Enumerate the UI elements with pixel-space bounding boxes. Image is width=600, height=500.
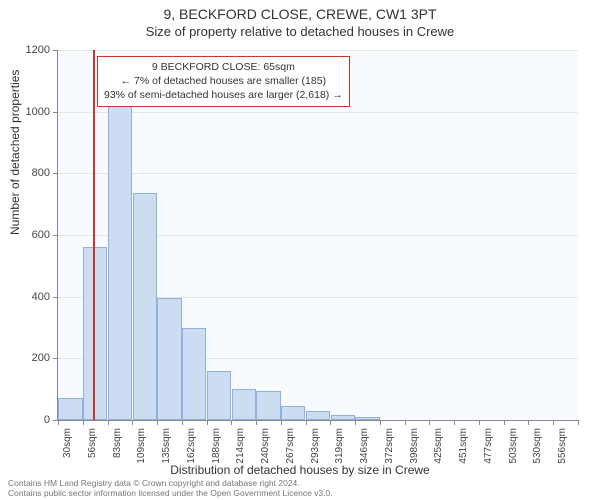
histogram-bar (157, 298, 181, 420)
x-tick (380, 420, 381, 425)
annotation-line: ← 7% of detached houses are smaller (185… (104, 74, 343, 88)
y-tick (53, 50, 58, 51)
x-tick (231, 420, 232, 425)
footer-credits: Contains HM Land Registry data © Crown c… (8, 478, 333, 498)
y-tick (53, 358, 58, 359)
y-tick-label: 1200 (0, 44, 50, 56)
plot-area: 9 BECKFORD CLOSE: 65sqm← 7% of detached … (58, 50, 578, 420)
x-tick-label: 477sqm (483, 428, 494, 488)
x-tick-label: 425sqm (433, 428, 444, 488)
y-tick-label: 200 (0, 352, 50, 364)
x-tick (479, 420, 480, 425)
x-tick-label: 319sqm (334, 428, 345, 488)
histogram-bar (182, 328, 206, 421)
x-tick-label: 556sqm (557, 428, 568, 488)
x-tick (504, 420, 505, 425)
y-tick (53, 112, 58, 113)
page-subtitle: Size of property relative to detached ho… (0, 24, 600, 39)
x-tick (355, 420, 356, 425)
x-tick-label: 530sqm (532, 428, 543, 488)
x-axis-label: Distribution of detached houses by size … (0, 463, 600, 477)
gridline (58, 173, 578, 174)
x-tick (281, 420, 282, 425)
y-axis-label: Number of detached properties (8, 70, 22, 235)
x-tick (454, 420, 455, 425)
gridline (58, 112, 578, 113)
histogram-bar (58, 398, 82, 420)
x-tick-label: 346sqm (359, 428, 370, 488)
y-tick-label: 600 (0, 229, 50, 241)
x-tick (578, 420, 579, 425)
x-tick (429, 420, 430, 425)
x-tick (132, 420, 133, 425)
footer-line-1: Contains HM Land Registry data © Crown c… (8, 478, 333, 488)
gridline (58, 50, 578, 51)
x-tick-label: 503sqm (508, 428, 519, 488)
histogram-bar (281, 406, 305, 420)
subject-marker-line (93, 50, 95, 420)
annotation-line: 93% of semi-detached houses are larger (… (104, 88, 343, 102)
x-tick (207, 420, 208, 425)
x-tick-label: 451sqm (458, 428, 469, 488)
histogram-bar (133, 193, 157, 420)
x-tick (83, 420, 84, 425)
x-axis-line (58, 420, 578, 421)
page-title: 9, BECKFORD CLOSE, CREWE, CW1 3PT (0, 0, 600, 22)
y-tick (53, 297, 58, 298)
x-tick-label: 372sqm (384, 428, 395, 488)
x-tick (157, 420, 158, 425)
chart: 9 BECKFORD CLOSE: 65sqm← 7% of detached … (58, 50, 578, 420)
x-tick (58, 420, 59, 425)
histogram-bar (256, 391, 280, 420)
histogram-bar (306, 411, 330, 420)
y-tick (53, 173, 58, 174)
histogram-bar (232, 389, 256, 420)
y-tick-label: 0 (0, 414, 50, 426)
annotation-box: 9 BECKFORD CLOSE: 65sqm← 7% of detached … (97, 56, 350, 107)
x-tick (330, 420, 331, 425)
x-tick (528, 420, 529, 425)
x-tick-label: 398sqm (409, 428, 420, 488)
x-tick (256, 420, 257, 425)
x-tick (182, 420, 183, 425)
histogram-bar (207, 371, 231, 420)
y-tick-label: 400 (0, 291, 50, 303)
x-tick (405, 420, 406, 425)
y-tick-label: 800 (0, 167, 50, 179)
histogram-bar (108, 102, 132, 420)
y-tick-label: 1000 (0, 106, 50, 118)
y-tick (53, 235, 58, 236)
annotation-line: 9 BECKFORD CLOSE: 65sqm (104, 60, 343, 74)
x-tick (553, 420, 554, 425)
footer-line-2: Contains public sector information licen… (8, 488, 333, 498)
x-tick (306, 420, 307, 425)
x-tick (108, 420, 109, 425)
